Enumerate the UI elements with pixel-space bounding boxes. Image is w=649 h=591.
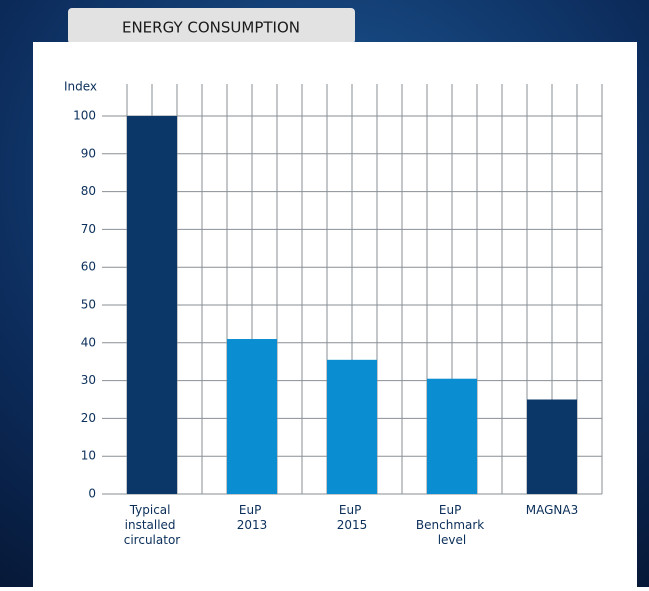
y-tick-label: 10 [81,449,96,463]
x-tick-label: EuP 2013 [237,503,268,532]
chart-title: ENERGY CONSUMPTION [122,19,300,37]
bar [527,400,577,495]
y-tick-label: 80 [81,184,96,198]
bar [327,360,377,494]
x-tick-label: EuP 2015 [337,503,368,532]
y-tick-label: 30 [81,373,96,387]
label-line: MAGNA3 [526,503,578,517]
label-line: 2015 [337,518,368,532]
chart: ENERGY CONSUMPTION Index 0 10 20 30 40 50 60 70… [0,0,649,587]
label-line: Benchmark [416,518,488,532]
bar [227,339,277,494]
y-tick-label: 100 [73,109,96,123]
y-tick-label: 20 [81,411,96,425]
label-line: circulator [124,533,181,547]
label-line: EuP [239,503,265,517]
bar [427,379,477,494]
x-tick-label: MAGNA3 [526,503,578,517]
y-tick-label: 60 [81,260,96,274]
label-line: 2013 [237,518,268,532]
label-line: level [438,533,467,547]
x-tick-label: Typical installed circulator [124,503,181,547]
y-tick-label: 0 [88,487,96,501]
bar [127,116,177,494]
y-tick-label: 70 [81,222,96,236]
label-line: Typical [129,503,175,517]
y-tick-label: 40 [81,335,96,349]
y-axis-label: Index [64,80,97,94]
y-tick-label: 90 [81,146,96,160]
label-line: EuP [339,503,365,517]
y-tick-label: 50 [81,298,96,312]
label-line: installed [125,518,180,532]
label-line: EuP [439,503,465,517]
